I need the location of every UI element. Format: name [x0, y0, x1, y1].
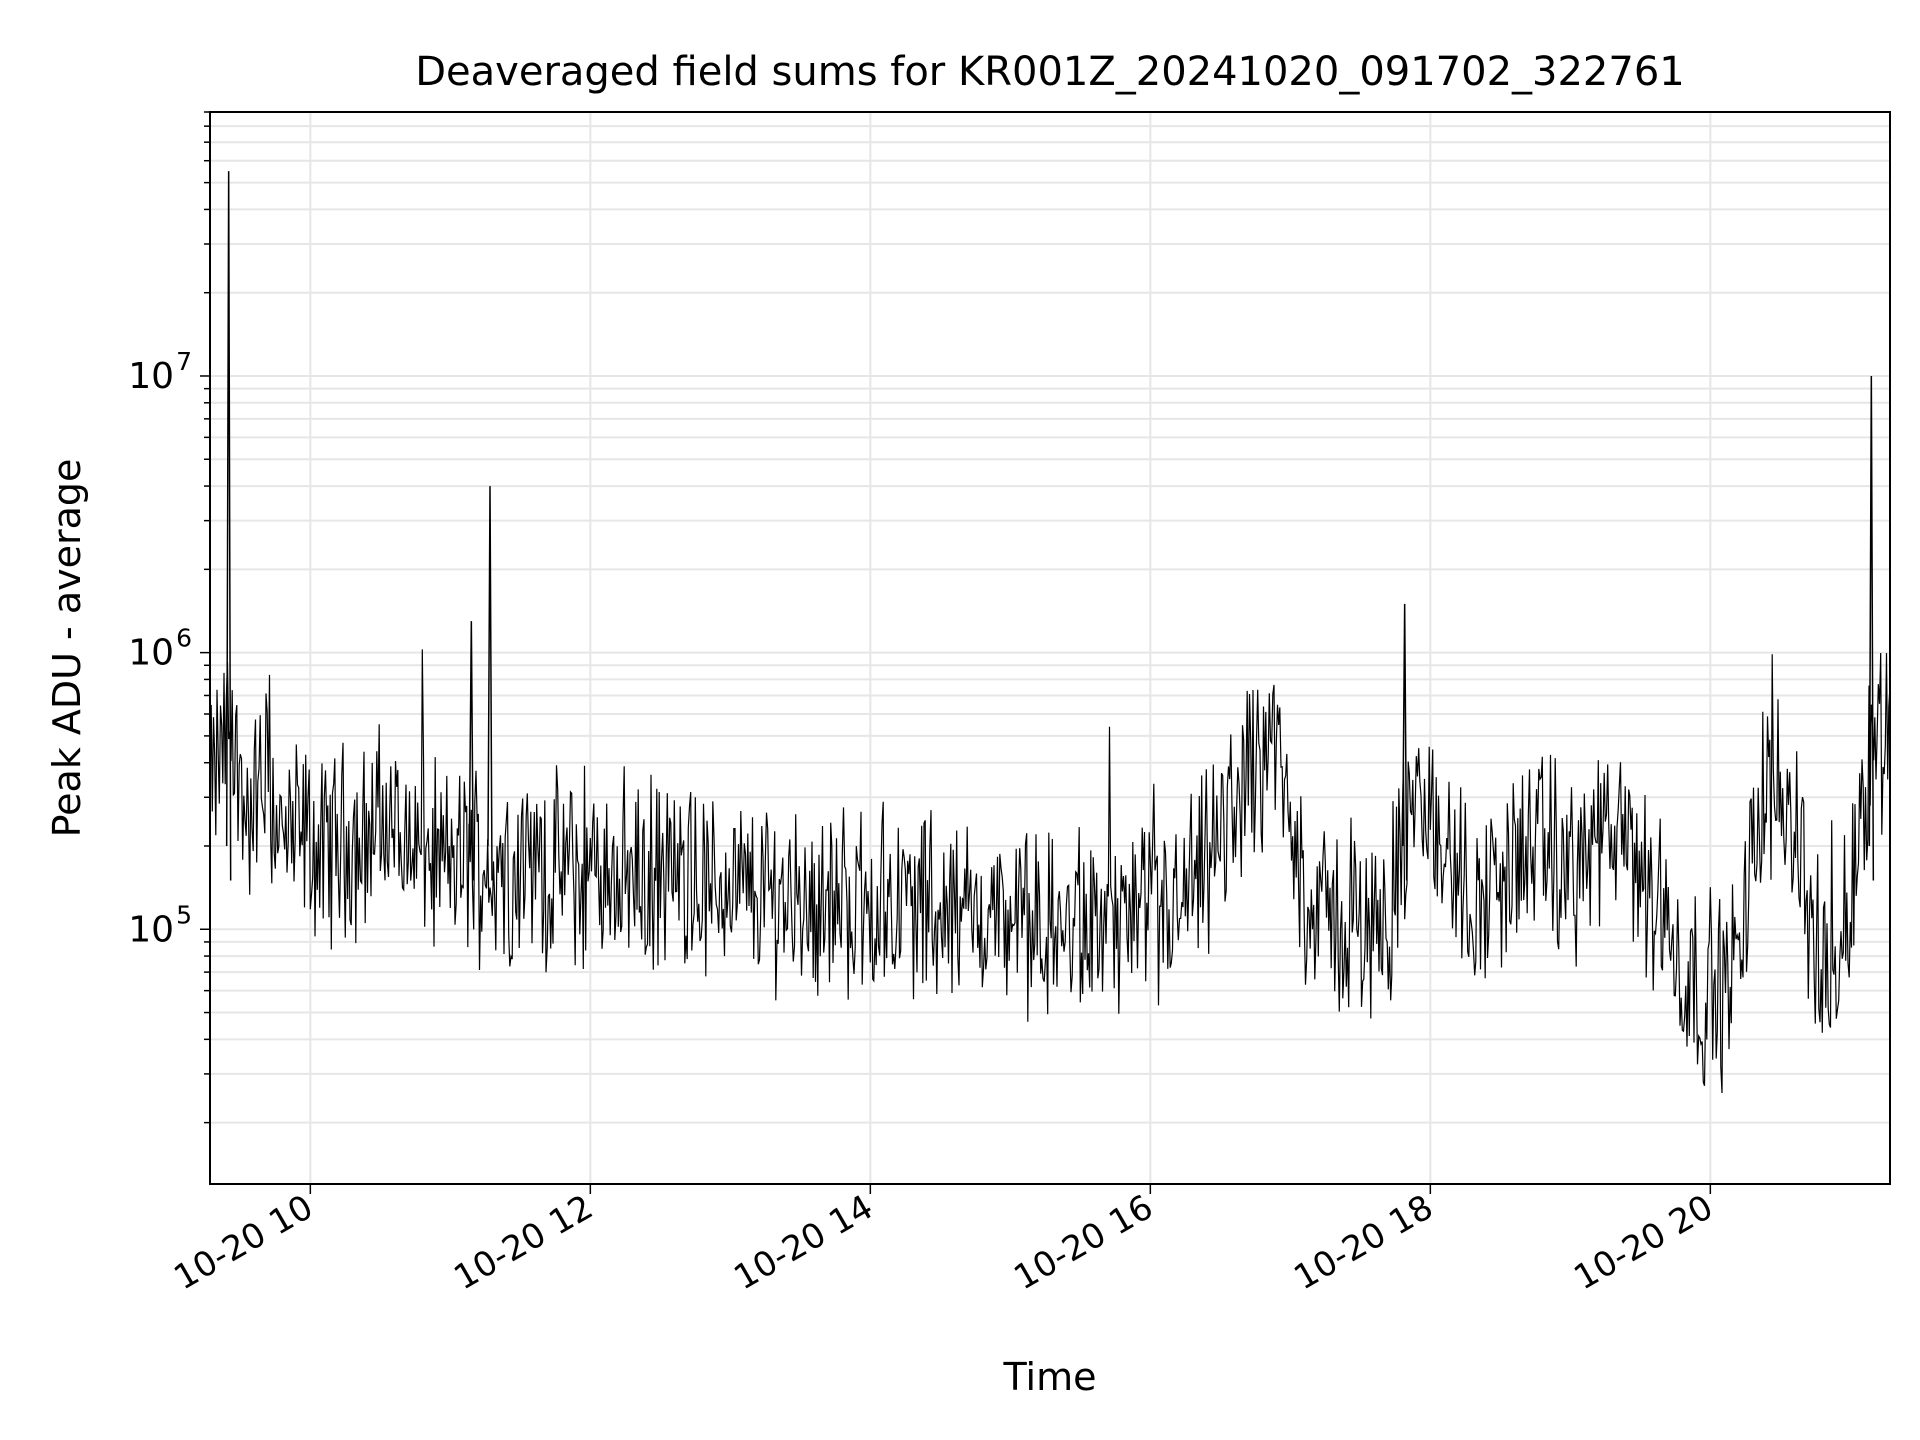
y-tick-label: 10 — [128, 356, 174, 397]
spike-mark — [225, 171, 232, 881]
spike-mark — [468, 621, 475, 881]
plot-frame — [209, 111, 1891, 1185]
y-tick-exponent: 6 — [176, 624, 192, 653]
x-axis-label: Time — [1003, 1355, 1097, 1399]
y-tick-label: 10 — [128, 909, 174, 950]
spike-mark — [487, 486, 493, 881]
series-line — [209, 649, 1891, 1094]
data-layer — [209, 171, 1891, 1094]
y-tick-base: 10 — [128, 633, 174, 674]
y-tick-base: 10 — [128, 356, 174, 397]
chart-title: Deaveraged field sums for KR001Z_2024102… — [415, 49, 1684, 95]
spike-mark — [1868, 375, 1875, 881]
y-axis-label: Peak ADU - average — [45, 459, 89, 838]
y-tick-label: 10 — [128, 633, 174, 674]
y-tick-base: 10 — [128, 909, 174, 950]
y-tick-exponent: 7 — [176, 347, 192, 376]
spike-mark — [1401, 603, 1408, 881]
y-tick-exponent: 5 — [176, 900, 192, 929]
